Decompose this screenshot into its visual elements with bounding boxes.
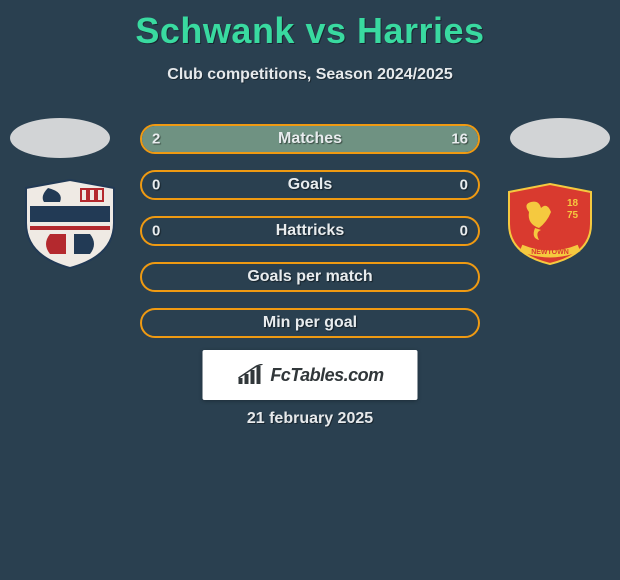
stat-label: Goals per match — [247, 268, 372, 286]
brand-box: FcTables.com — [203, 350, 418, 400]
club-crest-right: 18 75 NEWTOWN — [500, 178, 600, 270]
svg-text:75: 75 — [567, 210, 579, 221]
page-title: Schwank vs Harries — [0, 0, 620, 52]
brand-text: FcTables.com — [270, 365, 383, 386]
player-silhouette-left — [10, 118, 110, 158]
subtitle: Club competitions, Season 2024/2025 — [0, 66, 620, 84]
stat-value-right: 16 — [451, 131, 468, 148]
stat-bar: 2 16 Matches — [140, 124, 480, 154]
stat-label: Goals — [288, 176, 332, 194]
stat-value-right: 0 — [460, 223, 468, 240]
player-silhouette-right — [510, 118, 610, 158]
stat-fill-left — [142, 126, 179, 152]
stat-value-left: 0 — [152, 177, 160, 194]
stat-label: Hattricks — [276, 222, 344, 240]
stat-value-left: 2 — [152, 131, 160, 148]
stat-bar: Min per goal — [140, 308, 480, 338]
club-crest-left — [20, 178, 120, 270]
svg-text:18: 18 — [567, 198, 579, 209]
stat-label: Matches — [278, 130, 342, 148]
stat-bar: 0 0 Hattricks — [140, 216, 480, 246]
stats-bars: 2 16 Matches 0 0 Goals 0 0 Hattricks Goals per ma… — [140, 124, 480, 354]
stat-label: Min per goal — [263, 314, 357, 332]
stat-bar: 0 0 Goals — [140, 170, 480, 200]
date-text: 21 february 2025 — [0, 410, 620, 428]
stat-value-right: 0 — [460, 177, 468, 194]
svg-text:NEWTOWN: NEWTOWN — [531, 249, 569, 256]
stat-value-left: 0 — [152, 223, 160, 240]
chart-icon — [236, 364, 264, 386]
stat-bar: Goals per match — [140, 262, 480, 292]
